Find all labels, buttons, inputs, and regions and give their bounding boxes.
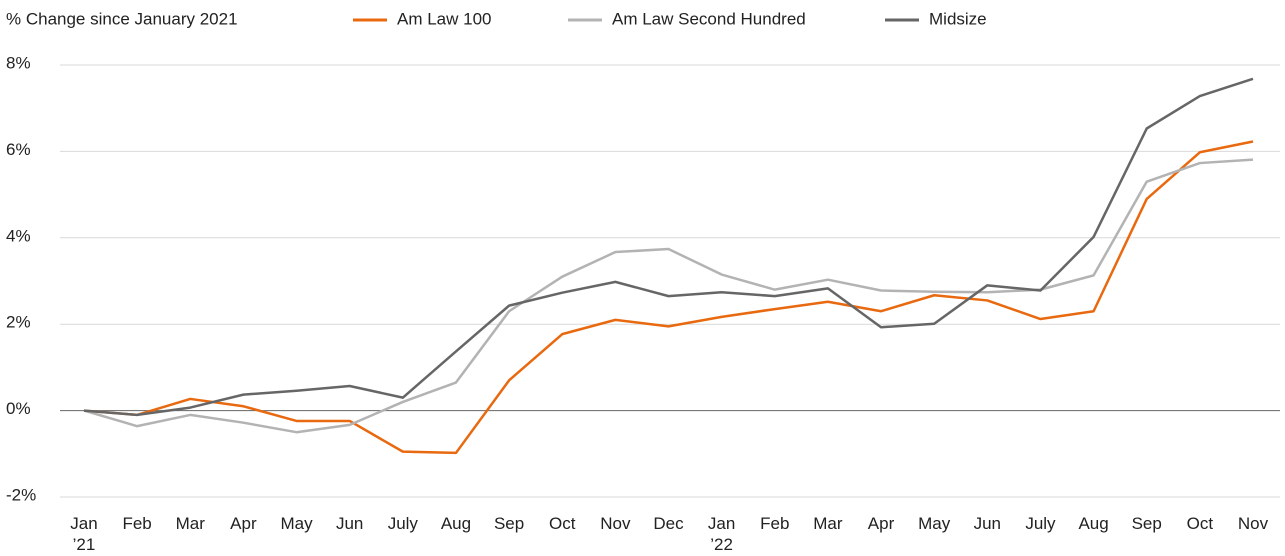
x-tick-label: July xyxy=(1025,514,1056,533)
x-tick-label: Nov xyxy=(600,514,631,533)
x-tick-label: Feb xyxy=(760,514,790,533)
x-tick-label: May xyxy=(918,514,951,533)
x-tick-label: Aug xyxy=(1078,514,1109,533)
x-tick-label: July xyxy=(387,514,418,533)
x-tick-label: Nov xyxy=(1237,514,1269,533)
x-tick-label: Jan ’22 xyxy=(707,514,736,554)
x-tick-label: Apr xyxy=(230,514,257,533)
y-tick-label: 0% xyxy=(6,399,31,418)
legend-label: Midsize xyxy=(929,9,987,28)
x-tick-label: May xyxy=(280,514,313,533)
x-tick-label: Jan ’21 xyxy=(70,514,98,554)
x-tick-label: Mar xyxy=(175,514,205,533)
y-tick-label: 8% xyxy=(6,53,31,72)
y-tick-label: -2% xyxy=(6,485,36,504)
y-tick-label: 4% xyxy=(6,226,31,245)
series-line xyxy=(83,158,1254,434)
chart-title: % Change since January 2021 xyxy=(6,9,238,28)
x-tick-label: Oct xyxy=(1186,514,1214,533)
x-tick-label: Mar xyxy=(813,514,843,533)
x-tick-label: Dec xyxy=(653,514,684,533)
x-tick-label: Aug xyxy=(440,514,472,533)
y-tick-label: 2% xyxy=(6,313,31,332)
legend-label: Am Law 100 xyxy=(397,9,492,28)
x-tick-label: Apr xyxy=(867,514,895,533)
series-line xyxy=(83,140,1254,455)
series-line xyxy=(83,77,1254,417)
legend-label: Am Law Second Hundred xyxy=(612,9,806,28)
x-tick-label: Jun xyxy=(335,514,364,533)
x-tick-label: Jun xyxy=(973,514,1002,533)
y-tick-label: 6% xyxy=(6,140,31,159)
x-tick-label: Sep xyxy=(493,514,525,533)
x-tick-label: Sep xyxy=(1131,514,1162,533)
x-tick-label: Feb xyxy=(122,514,152,533)
x-tick-label: Oct xyxy=(548,514,576,533)
